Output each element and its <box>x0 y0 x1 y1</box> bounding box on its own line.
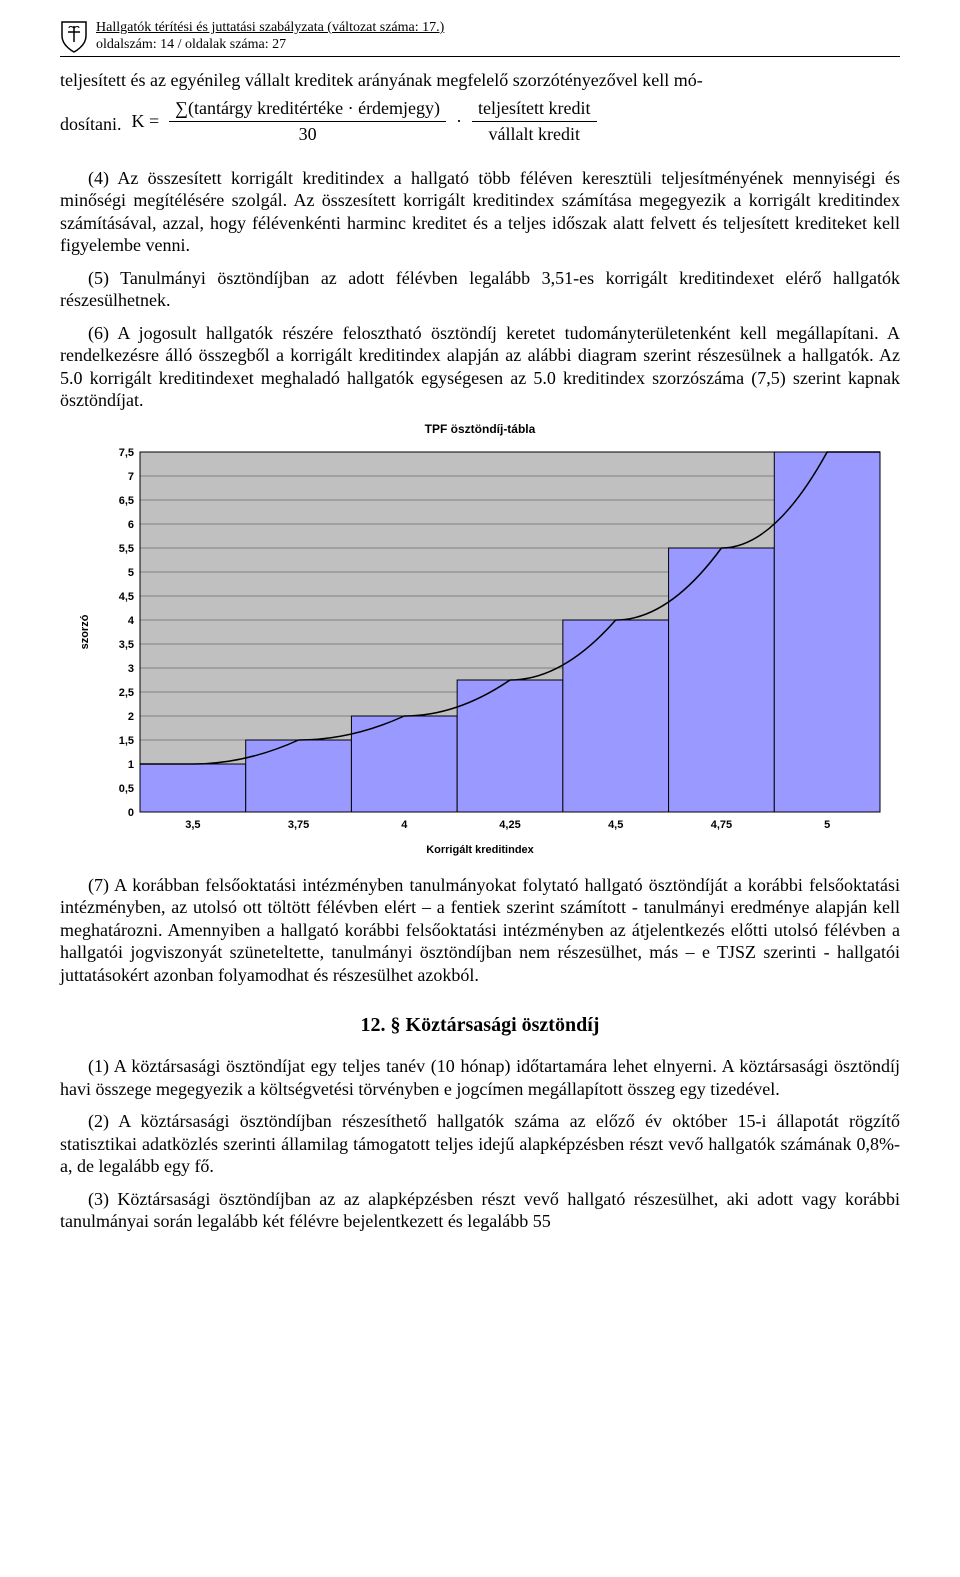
svg-text:0: 0 <box>128 807 134 819</box>
formula-row: dosítani. K = ∑(tantárgy kreditértéke · … <box>60 92 900 157</box>
svg-text:szorzó: szorzó <box>79 614 91 649</box>
svg-text:1: 1 <box>128 759 134 771</box>
frac-left-den: 30 <box>299 122 317 145</box>
svg-text:4: 4 <box>128 615 135 627</box>
frac-left-num: ∑(tantárgy kreditértéke · érdemjegy) <box>169 98 446 122</box>
svg-text:4: 4 <box>401 819 408 831</box>
svg-text:2,5: 2,5 <box>119 687 134 699</box>
svg-text:2: 2 <box>128 711 134 723</box>
paragraph-4: (4) Az összesített korrigált kreditindex… <box>60 167 900 257</box>
svg-text:1,5: 1,5 <box>119 735 134 747</box>
formula-k: K = ∑(tantárgy kreditértéke · érdemjegy)… <box>132 98 601 145</box>
svg-text:6: 6 <box>128 519 134 531</box>
paragraph-7: (7) A korábban felsőoktatási intézménybe… <box>60 874 900 987</box>
chart-container: TPF ösztöndíj-tábla 0 0,5 1 1,5 2 2,5 3 3,5 4 4,5… <box>60 422 900 856</box>
svg-text:7,5: 7,5 <box>119 447 134 459</box>
paragraph-12-3: (3) Köztársasági ösztöndíjban az az alap… <box>60 1188 900 1233</box>
paragraph-intro-1: teljesített és az egyénileg vállalt kred… <box>60 69 900 92</box>
header-page-number: oldalszám: 14 / oldalak száma: 27 <box>96 37 444 54</box>
svg-text:3,75: 3,75 <box>288 819 309 831</box>
svg-text:4,25: 4,25 <box>499 819 520 831</box>
chart-title: TPF ösztöndíj-tábla <box>60 422 900 436</box>
paragraph-5: (5) Tanulmányi ösztöndíjban az adott fél… <box>60 267 900 312</box>
fraction-right: teljesített kredit vállalt kredit <box>472 98 596 145</box>
svg-text:3: 3 <box>128 663 134 675</box>
fraction-left: ∑(tantárgy kreditértéke · érdemjegy) 30 <box>169 98 446 145</box>
formula-prefix: K = <box>132 111 160 132</box>
paragraph-6: (6) A jogosult hallgatók részére feloszt… <box>60 322 900 412</box>
svg-text:0,5: 0,5 <box>119 783 134 795</box>
formula-dot: · <box>456 111 462 132</box>
svg-text:4,5: 4,5 <box>608 819 623 831</box>
svg-text:5: 5 <box>128 567 134 579</box>
svg-text:4,5: 4,5 <box>119 591 134 603</box>
paragraph-12-1: (1) A köztársasági ösztöndíjat egy telje… <box>60 1055 900 1100</box>
document-page: Hallgatók térítési és juttatási szabályz… <box>0 0 960 1283</box>
section-12-heading: 12. § Köztársasági ösztöndíj <box>60 1014 900 1037</box>
svg-text:7: 7 <box>128 471 134 483</box>
svg-text:4,75: 4,75 <box>711 819 732 831</box>
header-title: Hallgatók térítési és juttatási szabályz… <box>96 20 444 37</box>
svg-text:6,5: 6,5 <box>119 495 134 507</box>
page-header: Hallgatók térítési és juttatási szabályz… <box>60 20 900 57</box>
svg-text:5: 5 <box>824 819 830 831</box>
paragraph-12-2: (2) A köztársasági ösztöndíjban részesít… <box>60 1110 900 1178</box>
frac-right-den: vállalt kredit <box>489 122 580 145</box>
frac-right-num: teljesített kredit <box>472 98 596 122</box>
header-text-block: Hallgatók térítési és juttatási szabályz… <box>96 20 444 54</box>
shield-logo-icon <box>60 20 88 54</box>
paragraph-intro-1b: dosítani. <box>60 113 122 136</box>
svg-text:5,5: 5,5 <box>119 543 134 555</box>
svg-text:3,5: 3,5 <box>185 819 200 831</box>
bar-chart: 0 0,5 1 1,5 2 2,5 3 3,5 4 4,5 5 5,5 6 6,5 7 7,5 3,5 3,75 4… <box>70 442 890 842</box>
chart-xlabel: Korrigált kreditindex <box>60 844 900 856</box>
svg-text:3,5: 3,5 <box>119 639 134 651</box>
